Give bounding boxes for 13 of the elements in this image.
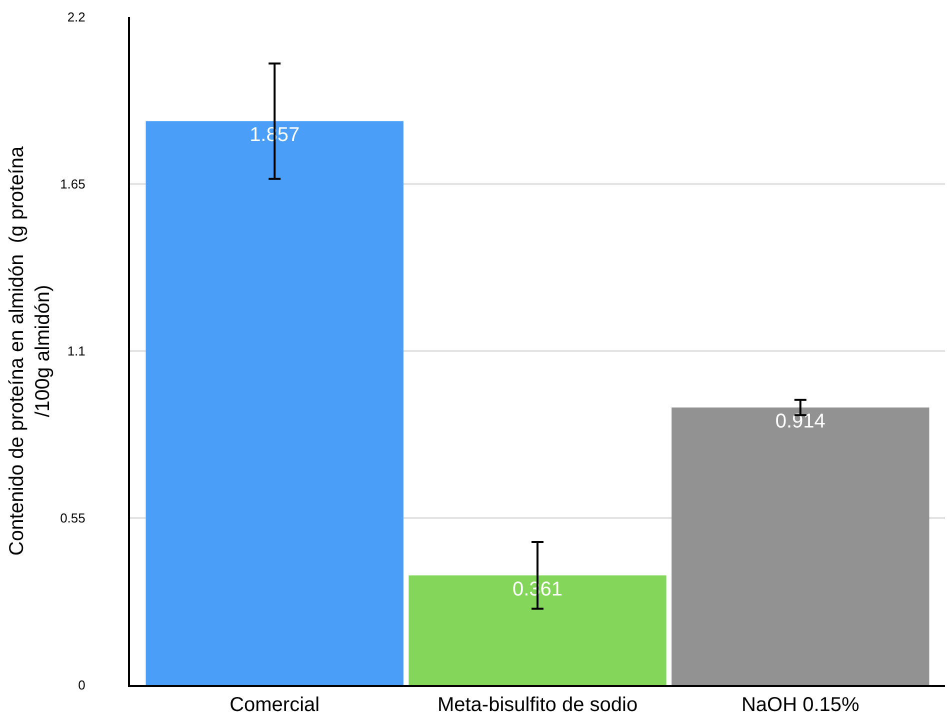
data-label: 0.914 bbox=[775, 410, 826, 432]
y-tick-label: 2.2 bbox=[67, 10, 86, 25]
bar bbox=[672, 407, 930, 685]
y-tick-label: 1.65 bbox=[60, 176, 86, 192]
x-tick-label: NaOH 0.15% bbox=[741, 694, 860, 716]
y-tick-label: 0 bbox=[78, 678, 86, 693]
y-tick-label: 0.55 bbox=[60, 510, 86, 526]
bar bbox=[408, 575, 666, 685]
bar bbox=[146, 121, 404, 685]
x-tick-label: Meta-bisulfito de sodio bbox=[437, 694, 638, 716]
y-axis-title: Contenido de proteína en almidón (g proteína /100g almidón) bbox=[6, 146, 54, 556]
y-tick-label: 1.1 bbox=[67, 344, 86, 359]
x-tick-label: Comercial bbox=[230, 694, 320, 716]
